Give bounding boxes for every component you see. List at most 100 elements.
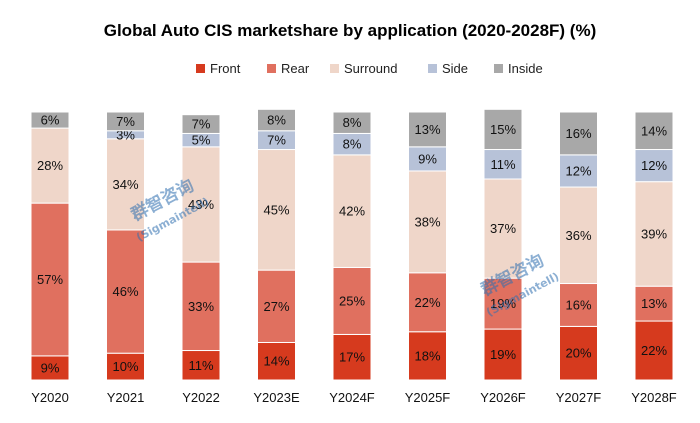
data-label-inside-y2027f: 16%: [565, 126, 591, 141]
data-label-side-y2028f: 12%: [641, 158, 667, 173]
data-label-surround-y2022: 43%: [188, 197, 214, 212]
legend-swatch-side: [428, 64, 437, 73]
bar-segment-front-y2028f: [634, 320, 674, 381]
data-label-front-y2026f: 19%: [490, 347, 516, 362]
data-label-surround-y2028f: 39%: [641, 226, 667, 241]
data-label-surround-y2026f: 37%: [490, 221, 516, 236]
x-tick-y2027f: Y2027F: [556, 390, 602, 405]
legend-swatch-inside: [494, 64, 503, 73]
data-label-front-y2028f: 22%: [641, 343, 667, 358]
data-label-inside-y2025f: 13%: [414, 122, 440, 137]
data-label-rear-y2023e: 27%: [263, 299, 289, 314]
data-label-inside-y2022: 7%: [192, 117, 211, 132]
data-label-side-y2026f: 11%: [490, 157, 515, 172]
data-label-rear-y2028f: 13%: [641, 296, 667, 311]
x-tick-y2026f: Y2026F: [480, 390, 526, 405]
data-label-rear-y2027f: 16%: [565, 297, 591, 312]
legend-swatch-front: [196, 64, 205, 73]
bar-segment-surround-y2025f: [408, 170, 447, 274]
bar-segment-rear-y2024f: [332, 266, 372, 335]
chart-title: Global Auto CIS marketshare by applicati…: [104, 21, 597, 40]
x-axis-ticks: Y2020 Y2021 Y2022 Y2023E Y2024F Y2025F Y2026F Y…: [31, 390, 677, 405]
bar-segment-rear-y2026f: [483, 277, 523, 330]
legend-label-front: Front: [210, 61, 241, 76]
x-tick-y2022: Y2022: [182, 390, 220, 405]
legend: Front Rear Surround Side Inside: [196, 61, 543, 76]
bar-segment-surround-y2027f: [559, 186, 598, 285]
legend-label-surround: Surround: [344, 61, 397, 76]
data-label-inside-y2023e: 8%: [267, 113, 286, 128]
data-label-side-y2022: 5%: [192, 133, 211, 148]
bar-segment-rear-y2023e: [257, 269, 296, 343]
data-label-rear-y2020: 57%: [37, 272, 63, 287]
data-label-front-y2027f: 20%: [565, 346, 591, 361]
bar-segment-front-y2027f: [559, 325, 598, 381]
bar-segment-inside-y2026f: [483, 108, 523, 151]
bar-segment-rear-y2028f: [634, 285, 674, 322]
data-label-front-y2023e: 14%: [263, 354, 289, 369]
bar-segment-side-y2025f: [408, 146, 447, 172]
bar-segment-rear-y2021: [106, 229, 145, 354]
bar-segment-inside-y2027f: [559, 111, 598, 156]
data-label-surround-y2027f: 36%: [565, 228, 591, 243]
legend-label-side: Side: [442, 61, 468, 76]
bar-segment-inside-y2024f: [332, 111, 372, 134]
data-label-inside-y2021: 7%: [116, 114, 135, 129]
bar-segment-inside-y2022: [181, 114, 221, 134]
data-label-surround-y2023e: 45%: [263, 202, 289, 217]
legend-label-rear: Rear: [281, 61, 310, 76]
x-tick-y2025f: Y2025F: [405, 390, 451, 405]
legend-swatch-surround: [330, 64, 339, 73]
data-label-surround-y2021: 34%: [112, 177, 138, 192]
data-label-surround-y2025f: 38%: [414, 214, 440, 229]
data-label-inside-y2028f: 14%: [641, 123, 667, 138]
bar-segment-inside-y2021: [106, 111, 145, 132]
bar-segment-inside-y2020: [30, 111, 70, 129]
data-label-surround-y2024f: 42%: [339, 204, 365, 219]
bar-segment-front-y2026f: [483, 328, 523, 381]
data-label-rear-y2021: 46%: [112, 284, 138, 299]
bar-segment-side-y2026f: [483, 149, 523, 180]
data-label-front-y2020: 9%: [41, 360, 60, 375]
data-label-rear-y2022: 33%: [188, 299, 214, 314]
x-tick-y2024f: Y2024F: [329, 390, 375, 405]
data-label-rear-y2024f: 25%: [339, 293, 365, 308]
data-label-front-y2021: 10%: [112, 359, 138, 374]
bar-segment-inside-y2023e: [257, 108, 296, 132]
bar-segment-surround-y2028f: [634, 181, 674, 287]
data-label-side-y2027f: 12%: [565, 163, 591, 178]
data-label-rear-y2026f: 19%: [490, 296, 516, 311]
bar-segment-surround-y2022: [181, 146, 221, 263]
bar-segment-inside-y2025f: [408, 111, 447, 148]
data-label-inside-y2024f: 8%: [343, 115, 362, 130]
bar-segment-rear-y2027f: [559, 283, 598, 327]
x-tick-y2021: Y2021: [107, 390, 145, 405]
x-tick-y2028f: Y2028F: [631, 390, 677, 405]
x-tick-y2020: Y2020: [31, 390, 69, 405]
x-tick-y2023e: Y2023E: [253, 390, 300, 405]
data-label-inside-y2020: 6%: [41, 113, 60, 128]
bar-segment-front-y2025f: [408, 331, 447, 381]
data-label-side-y2023e: 7%: [267, 133, 286, 148]
legend-swatch-rear: [267, 64, 276, 73]
bar-segment-surround-y2024f: [332, 154, 372, 268]
bar-segment-front-y2023e: [257, 341, 296, 381]
bar-segment-rear-y2020: [30, 202, 70, 357]
bar-segment-inside-y2028f: [634, 111, 674, 151]
data-label-side-y2025f: 9%: [418, 151, 437, 166]
data-label-side-y2024f: 8%: [343, 137, 362, 152]
bars: 9%57%28%0%6%10%46%34%3%7%11%33%43%5%7%14…: [30, 108, 674, 381]
bar-segment-front-y2024f: [332, 333, 372, 381]
data-label-rear-y2025f: 22%: [414, 295, 440, 310]
bar-segment-side-y2028f: [634, 149, 674, 183]
data-label-front-y2022: 11%: [188, 358, 213, 373]
data-label-front-y2025f: 18%: [414, 348, 440, 363]
bar-segment-rear-y2025f: [408, 272, 447, 333]
data-label-front-y2024f: 17%: [339, 350, 365, 365]
bar-segment-front-y2020: [30, 355, 70, 381]
legend-label-inside: Inside: [508, 61, 543, 76]
bar-segment-surround-y2021: [106, 138, 145, 231]
data-label-inside-y2026f: 15%: [490, 122, 516, 137]
data-label-surround-y2020: 28%: [37, 158, 63, 173]
